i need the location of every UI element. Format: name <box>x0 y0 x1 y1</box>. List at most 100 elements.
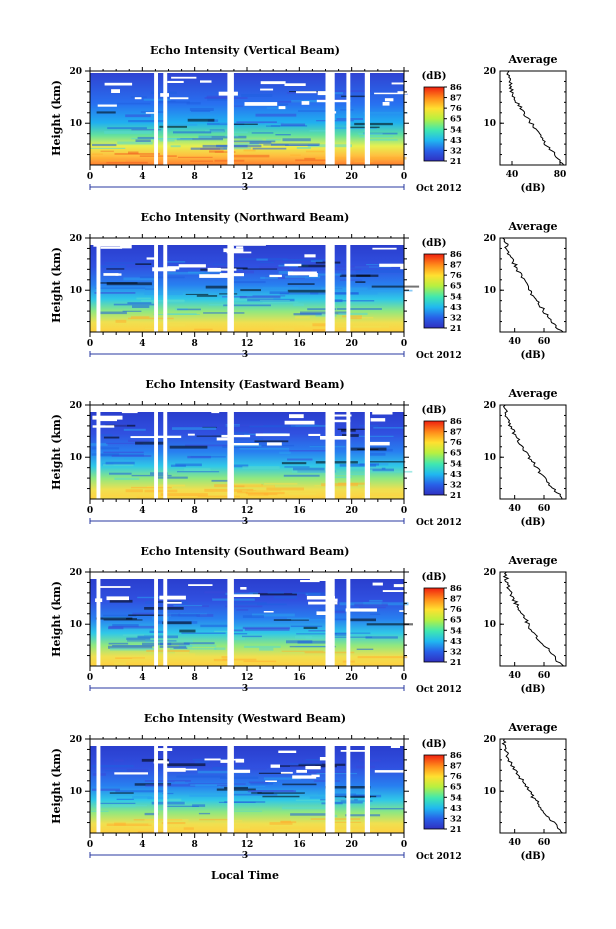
average-y-tick-label: 10 <box>483 286 496 296</box>
heatmap-streak <box>293 467 325 471</box>
no-echo-region <box>382 102 390 106</box>
no-echo-region <box>372 582 383 586</box>
no-echo-region <box>99 586 131 588</box>
heatmap-streak <box>151 801 185 805</box>
heatmap-streak <box>100 160 126 162</box>
x-tick-label: 0 <box>87 506 93 516</box>
heatmap-streak <box>136 297 151 300</box>
heatmap-streak <box>176 775 226 778</box>
x-tick-label: 4 <box>139 506 145 516</box>
heatmap-streak <box>296 147 311 149</box>
heatmap-streak <box>91 447 120 450</box>
heatmap-streak <box>296 633 337 635</box>
data-gap <box>154 405 158 499</box>
y-axis-label: Height (km) <box>50 581 63 657</box>
no-echo-region <box>93 243 122 247</box>
heatmap-streak <box>159 645 187 648</box>
heatmap-streak <box>283 474 320 477</box>
no-echo-region <box>284 263 302 267</box>
heatmap-streak <box>198 812 211 815</box>
heatmap-streak <box>352 325 389 328</box>
heatmap-streak <box>103 614 137 617</box>
x-tick-label: 20 <box>345 506 358 516</box>
heatmap-streak <box>178 156 213 158</box>
y-tick-label: 10 <box>69 787 82 797</box>
heatmap-streak <box>145 784 196 787</box>
heatmap-streak <box>282 138 311 142</box>
no-echo-region <box>368 441 390 446</box>
no-echo-region <box>296 769 307 773</box>
heatmap-streak <box>191 110 211 112</box>
heatmap-streak <box>229 105 244 107</box>
heatmap-streak <box>252 593 297 596</box>
heatmap-streak <box>339 464 377 467</box>
heatmap-streak <box>260 299 290 302</box>
heatmap-streak <box>292 592 333 594</box>
heatmap-streak <box>358 435 394 437</box>
day-label: 3 <box>242 684 248 694</box>
no-echo-region <box>169 97 189 100</box>
heatmap-streak <box>127 302 152 304</box>
no-echo-region <box>97 104 117 107</box>
heatmap-streak <box>211 479 233 482</box>
heatmap-streak <box>293 313 322 316</box>
data-gap <box>154 71 158 165</box>
heatmap-streak <box>114 822 126 826</box>
heatmap-streak <box>230 810 263 812</box>
no-echo-top <box>90 71 404 73</box>
heatmap-streak <box>181 632 226 634</box>
colorbar-tick-label: 76 <box>450 605 462 615</box>
heatmap-streak <box>280 820 291 823</box>
heatmap-streak <box>244 628 290 631</box>
heatmap-streak <box>112 645 158 647</box>
heatmap-streak <box>245 491 285 495</box>
x-tick-label: 20 <box>345 673 358 683</box>
heatmap-streak <box>98 802 136 804</box>
no-echo-region <box>159 595 186 600</box>
no-echo-region <box>130 436 157 438</box>
heatmap-streak <box>90 147 126 149</box>
average-y-tick-label: 20 <box>483 67 496 77</box>
heatmap-streak <box>188 783 229 785</box>
x-tick-label: 8 <box>192 506 198 516</box>
heatmap-streak <box>278 271 293 274</box>
heatmap-streak <box>252 147 287 150</box>
heatmap-streak <box>196 614 214 617</box>
panel-3: Echo Intensity (Eastward Beam) 20 10 Height… <box>50 378 567 528</box>
heatmap-streak <box>282 783 317 786</box>
no-echo-region <box>240 587 247 590</box>
heatmap-streak <box>169 445 208 449</box>
heatmap-streak <box>131 474 172 477</box>
no-echo-region <box>199 274 232 278</box>
heatmap-streak <box>115 657 145 659</box>
heatmap-streak <box>370 289 413 292</box>
heatmap-streak <box>163 485 186 487</box>
heatmap-streak <box>342 315 362 318</box>
heatmap-streak <box>202 144 248 148</box>
no-echo-region <box>390 744 400 748</box>
heatmap-streak <box>256 258 268 261</box>
heatmap-streak <box>111 805 147 807</box>
heatmap-streak <box>214 647 226 650</box>
x-tick-label: 0 <box>401 840 407 850</box>
no-echo-region <box>270 764 280 768</box>
heatmap-streak <box>275 828 302 831</box>
x-tick-label: 4 <box>139 673 145 683</box>
heatmap-streak <box>264 482 298 485</box>
no-echo-top <box>90 572 404 579</box>
colorbar-tick-label: 21 <box>450 658 462 668</box>
data-gap <box>163 71 168 165</box>
colorbar-tick-label: 65 <box>450 616 462 626</box>
heatmap-streak <box>295 159 331 162</box>
no-echo-region <box>92 425 115 428</box>
heatmap-streak <box>109 648 156 651</box>
day-label: 3 <box>242 851 248 861</box>
heatmap-streak <box>135 139 151 142</box>
heatmap-streak <box>340 279 363 281</box>
heatmap-streak <box>304 325 319 327</box>
heatmap-streak <box>239 139 263 141</box>
heatmap-streak <box>222 296 247 298</box>
colorbar-unit: (dB) <box>422 71 447 82</box>
heatmap-streak <box>177 471 220 473</box>
heatmap-streak <box>279 451 291 455</box>
